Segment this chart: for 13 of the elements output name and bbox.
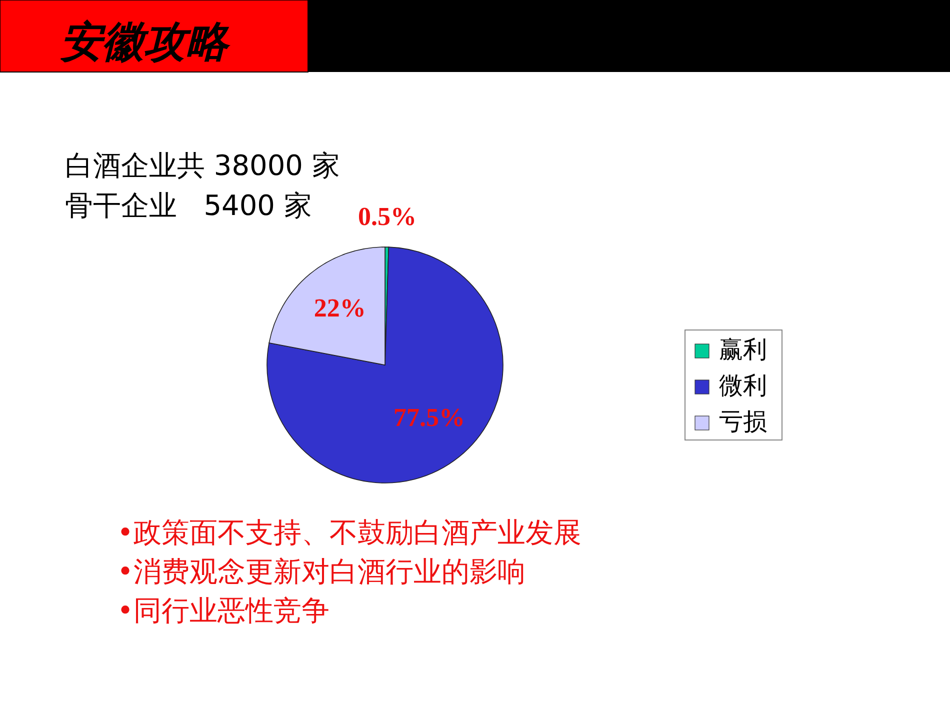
legend-label: 微利 xyxy=(719,372,767,400)
text: •同行业恶性竞争 xyxy=(117,594,330,627)
legend-label: 亏损 xyxy=(719,408,767,436)
legend-label: 赢利 xyxy=(719,336,767,364)
chart-title: 安徽攻略 xyxy=(60,17,231,66)
pie-slice xyxy=(266,246,504,484)
text: •政策面不支持、不鼓励白酒产业发展 xyxy=(117,516,582,549)
text: 骨干企业 5400 家 xyxy=(65,189,312,222)
text: •消费观念更新对白酒行业的影响 xyxy=(117,555,526,588)
text: 白酒企业共 38000 家 xyxy=(65,149,340,182)
data-label: 22% xyxy=(314,293,366,322)
data-label: 0.5% xyxy=(358,202,417,231)
data-label: 77.5% xyxy=(394,403,466,432)
